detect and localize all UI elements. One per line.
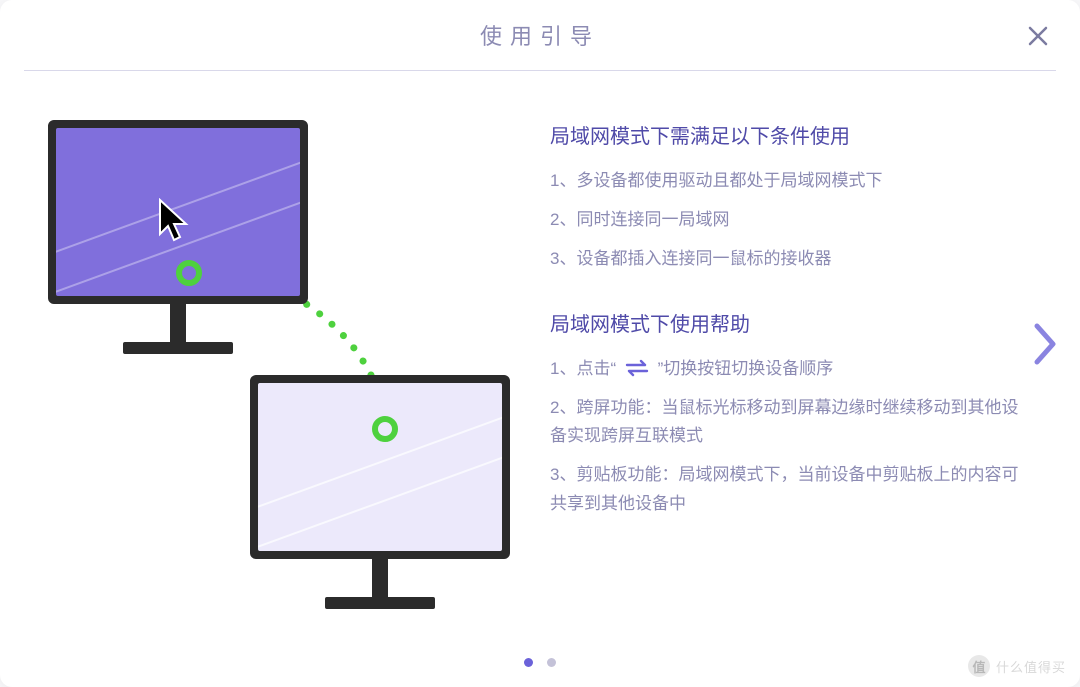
- page-dot[interactable]: [547, 658, 556, 667]
- watermark-badge: 值: [968, 655, 990, 677]
- page-dot[interactable]: [524, 658, 533, 667]
- cursor-icon: [156, 198, 196, 246]
- section2-item: 1、点击“ ”切换按钮切换设备顺序: [550, 355, 1020, 384]
- section2-item: 2、跨屏功能：当鼠标光标移动到屏幕边缘时继续移动到其他设备实现跨屏互联模式: [550, 394, 1020, 452]
- close-button[interactable]: [1024, 22, 1052, 50]
- watermark-text: 什么值得买: [996, 657, 1066, 676]
- chevron-right-icon: [1033, 322, 1059, 366]
- next-button[interactable]: [1026, 314, 1066, 374]
- section1-item: 2、同时连接同一局域网: [550, 206, 1020, 235]
- monitor-source: [48, 120, 308, 354]
- section1-item: 1、多设备都使用驱动且都处于局域网模式下: [550, 167, 1020, 196]
- dialog-title: 使用引导: [480, 19, 600, 51]
- guide-dialog: 使用引导: [0, 0, 1080, 687]
- close-icon: [1027, 25, 1049, 47]
- section2-item: 3、剪贴板功能：局域网模式下，当前设备中剪贴板上的内容可共享到其他设备中: [550, 461, 1020, 519]
- section1-item: 3、设备都插入连接同一鼠标的接收器: [550, 245, 1020, 274]
- dialog-content: 局域网模式下需满足以下条件使用 1、多设备都使用驱动且都处于局域网模式下 2、同…: [0, 90, 1080, 627]
- section2-title: 局域网模式下使用帮助: [550, 308, 1020, 337]
- section1-title: 局域网模式下需满足以下条件使用: [550, 120, 1020, 149]
- guide-text: 局域网模式下需满足以下条件使用 1、多设备都使用驱动且都处于局域网模式下 2、同…: [540, 90, 1080, 627]
- endpoint-target-icon: [372, 416, 398, 442]
- endpoint-source-icon: [176, 260, 202, 286]
- dialog-header: 使用引导: [0, 0, 1080, 70]
- section2-item1-pre: 1、点击“: [550, 359, 616, 378]
- illustration: [0, 90, 540, 627]
- watermark: 值 什么值得买: [968, 655, 1066, 677]
- header-divider: [24, 70, 1056, 71]
- swap-icon: [623, 359, 651, 377]
- page-indicator: [524, 658, 556, 667]
- section2-item1-post: ”切换按钮切换设备顺序: [658, 359, 834, 378]
- monitor-target: [250, 375, 510, 609]
